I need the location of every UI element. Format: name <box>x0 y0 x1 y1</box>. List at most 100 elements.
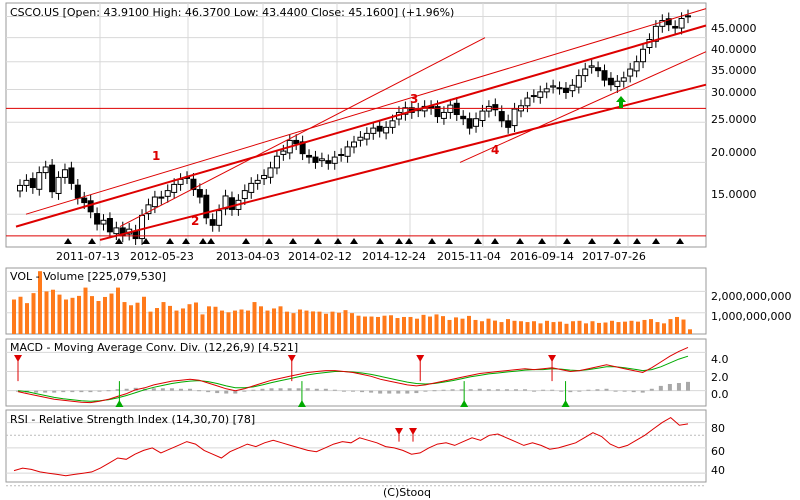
trend-line-channel <box>119 37 486 228</box>
candle-body <box>344 146 351 157</box>
candle-body <box>640 48 647 63</box>
volume-bar <box>636 321 640 334</box>
volume-title: VOL - Volume [225,079,530] <box>10 270 166 283</box>
volume-bar <box>564 323 569 334</box>
candle-body <box>261 174 268 180</box>
macd-histogram-bar <box>97 390 102 392</box>
volume-bar <box>109 293 114 334</box>
macd-histogram-bar <box>523 389 528 391</box>
price-ytick-label: 30.0000 <box>711 86 757 99</box>
macd-histogram-bar <box>495 389 500 391</box>
candle-body <box>652 25 659 42</box>
macd-histogram-bar <box>197 390 202 392</box>
price-ytick-label: 25.0000 <box>711 113 757 126</box>
candle-body <box>556 87 563 90</box>
macd-histogram-bar <box>468 389 473 391</box>
event-marker-icon <box>445 238 453 244</box>
candle-body <box>376 125 383 132</box>
trend-line-lower-main <box>99 83 707 241</box>
candle-body <box>601 70 608 81</box>
candle-body <box>145 204 152 215</box>
candle-body <box>620 77 627 82</box>
volume-bar <box>337 312 341 334</box>
candle-body <box>49 164 56 193</box>
volume-bar <box>181 308 185 334</box>
candle-body <box>357 136 364 141</box>
volume-bar <box>324 313 328 334</box>
volume-bar <box>460 318 465 334</box>
annotation-label: 4 <box>491 143 499 157</box>
macd-ytick-label: 0.0 <box>711 388 729 401</box>
candle-body <box>331 156 338 164</box>
rsi-panel <box>5 409 707 483</box>
candle-body <box>685 15 691 18</box>
volume-bar <box>148 311 153 334</box>
volume-bar <box>590 321 595 334</box>
macd-histogram-bar <box>215 390 220 394</box>
volume-bar <box>395 318 400 334</box>
volume-bar <box>272 308 276 334</box>
volume-bar <box>512 320 517 334</box>
volume-bar <box>454 317 458 334</box>
volume-bar <box>480 321 484 334</box>
volume-bar <box>70 297 75 334</box>
candle-body <box>318 158 325 162</box>
event-marker-icon <box>405 238 413 244</box>
candle-body <box>42 166 49 174</box>
candle-body <box>370 127 377 134</box>
macd-histogram-bar <box>188 388 193 391</box>
candle-body <box>17 184 23 192</box>
volume-bar <box>642 319 647 334</box>
volume-bar <box>116 287 120 334</box>
macd-histogram-bar <box>640 390 645 393</box>
buy-arrow-icon <box>616 96 626 108</box>
price-xtick-label: 2013-04-03 <box>216 250 280 263</box>
macd-histogram-bar <box>550 389 555 391</box>
volume-bar <box>330 311 335 334</box>
candle-body <box>325 160 332 164</box>
macd-histogram-bar <box>224 390 229 394</box>
volume-bar <box>597 322 601 334</box>
volume-bar <box>525 322 530 334</box>
candle-body <box>434 106 441 118</box>
candle-body <box>460 115 467 120</box>
macd-histogram-bar <box>405 390 410 394</box>
macd-histogram-bar <box>568 390 573 393</box>
volume-bar <box>213 306 218 334</box>
candle-body <box>338 153 345 156</box>
candle-body <box>351 141 357 148</box>
candle-body <box>164 190 171 197</box>
volume-bar <box>369 316 374 334</box>
price-ytick-label: 20.0000 <box>711 146 757 159</box>
volume-bar <box>194 302 198 334</box>
macd-histogram-bar <box>577 390 582 392</box>
candle-body <box>569 84 576 92</box>
candle-body <box>389 120 396 128</box>
event-marker-icon <box>376 238 384 244</box>
price-ytick-label: 15.0000 <box>711 188 757 201</box>
macd-histogram-bar <box>169 388 174 391</box>
candle-body <box>440 111 447 119</box>
volume-bar <box>187 304 192 334</box>
volume-bar <box>434 314 439 334</box>
volume-bar <box>220 310 224 334</box>
macd-histogram-bar <box>378 390 383 394</box>
event-marker-icon <box>88 238 96 244</box>
buy-signal-icon <box>297 400 306 407</box>
macd-histogram-bar <box>686 381 690 391</box>
volume-bar <box>285 311 289 334</box>
candle-body <box>100 219 107 225</box>
rsi-line <box>13 416 689 477</box>
event-marker-icon <box>314 238 322 244</box>
buy-signal-icon <box>561 400 570 407</box>
macd-histogram-bar <box>269 388 274 391</box>
volume-bar <box>428 316 432 334</box>
candle-body <box>241 190 248 200</box>
candle-body <box>607 77 614 86</box>
volume-bar <box>402 316 406 334</box>
candle-body <box>209 219 216 226</box>
macd-histogram-bar <box>423 390 428 392</box>
event-marker-icon <box>652 238 660 244</box>
volume-bar <box>655 322 660 334</box>
macd-histogram-bar <box>43 390 48 393</box>
